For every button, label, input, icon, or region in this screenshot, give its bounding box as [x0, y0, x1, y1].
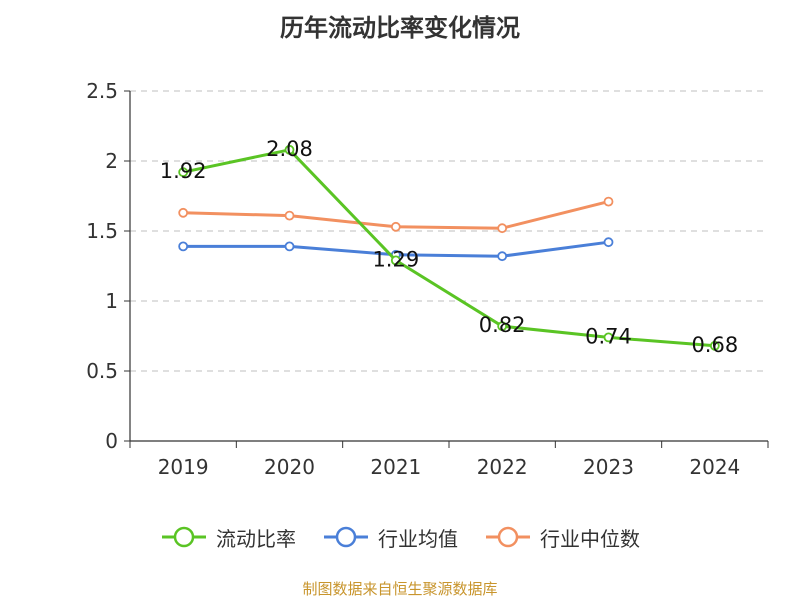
y-tick-label: 1.5	[86, 219, 118, 243]
data-label: 0.82	[479, 313, 526, 337]
source-note: 制图数据来自恒生聚源数据库	[302, 580, 498, 598]
data-label: 1.29	[372, 247, 419, 271]
legend-marker-icon	[324, 526, 368, 548]
data-label: 1.92	[160, 159, 207, 183]
data-point	[603, 332, 614, 343]
x-tick-label: 2021	[370, 455, 421, 479]
x-tick-label: 2020	[264, 455, 315, 479]
legend-label: 行业中位数	[540, 526, 640, 551]
y-tick-label: 0	[105, 429, 118, 453]
data-point	[178, 207, 189, 218]
data-label: 2.08	[266, 137, 313, 161]
legend: 流动比率 行业均值 行业中位数	[0, 522, 800, 552]
chart-title: 历年流动比率变化情况	[280, 14, 520, 42]
data-point	[390, 221, 401, 232]
data-point	[497, 251, 508, 262]
legend-marker-icon	[162, 526, 206, 548]
data-point	[390, 255, 401, 266]
series-line	[182, 148, 715, 348]
data-point	[178, 241, 189, 252]
data-point	[284, 144, 295, 155]
data-point	[497, 223, 508, 234]
y-tick-label: 1	[105, 289, 118, 313]
data-label: 0.68	[691, 333, 738, 357]
legend-marker-icon	[486, 526, 530, 548]
legend-item[interactable]: 行业均值	[322, 523, 458, 552]
data-point	[709, 340, 720, 351]
legend-label: 流动比率	[216, 526, 296, 551]
data-point	[284, 241, 295, 252]
x-tick-label: 2022	[477, 455, 528, 479]
data-point	[497, 321, 508, 332]
data-point	[603, 237, 614, 248]
series-lines	[178, 144, 720, 351]
legend-item[interactable]: 流动比率	[160, 523, 296, 552]
axes: 0 0.5 1 1.5 2 2.5 2019 2020 2021 2022 2023 2024	[86, 79, 769, 479]
y-tick-label: 0.5	[86, 359, 118, 383]
legend-label: 行业均值	[378, 526, 458, 551]
data-point	[284, 210, 295, 221]
data-labels: 1.92 2.08 1.29 0.82 0.74 0.68	[160, 137, 738, 357]
x-tick-label: 2019	[158, 455, 209, 479]
x-tick-label: 2023	[583, 455, 634, 479]
data-label: 0.74	[585, 324, 632, 348]
data-point	[178, 167, 189, 178]
data-point	[603, 196, 614, 207]
x-tick-label: 2024	[689, 455, 740, 479]
grid-lines	[130, 90, 768, 372]
y-tick-label: 2.5	[86, 79, 118, 103]
y-tick-label: 2	[105, 149, 118, 173]
legend-item[interactable]: 行业中位数	[484, 523, 640, 552]
